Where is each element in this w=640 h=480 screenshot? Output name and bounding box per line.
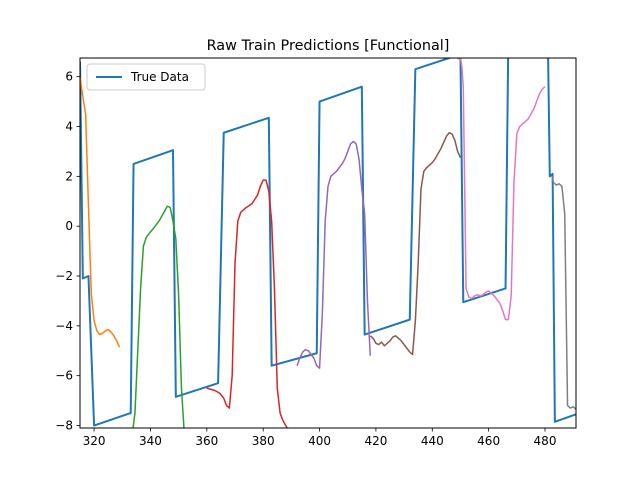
x-tick-label: 460: [477, 434, 500, 448]
x-tick-label: 400: [308, 434, 331, 448]
x-tick-label: 320: [83, 434, 106, 448]
plot-frame: [79, 57, 577, 429]
prediction-3-line: [206, 179, 289, 428]
y-axis: −8 −6 −4 −2 0 2 4 6: [55, 70, 80, 433]
true-data-line: [80, 58, 576, 427]
series-layer: [80, 58, 576, 428]
y-tick-label: −4: [55, 319, 73, 333]
y-tick-label: −2: [55, 269, 73, 283]
y-tick-label: 4: [65, 120, 73, 134]
y-tick-label: 2: [65, 169, 73, 183]
y-tick-label: −6: [55, 369, 73, 383]
prediction-5-line: [369, 132, 462, 356]
prediction-6-line: [457, 58, 546, 321]
y-tick-label: 6: [65, 70, 73, 84]
legend-box: [86, 63, 206, 91]
legend: True Data: [86, 63, 206, 91]
x-tick-label: 340: [139, 434, 162, 448]
x-tick-label: 360: [195, 434, 218, 448]
prediction-4-line: [296, 140, 372, 369]
legend-label: True Data: [130, 70, 189, 84]
x-tick-label: 440: [421, 434, 444, 448]
plot-area: [80, 58, 576, 428]
prediction-2-line: [132, 205, 185, 428]
x-tick-label: 380: [252, 434, 275, 448]
x-axis: 320 340 360 380 400 420 440 460 480: [83, 428, 557, 448]
y-tick-label: 0: [65, 219, 73, 233]
y-tick-label: −8: [55, 419, 73, 433]
prediction-1-line: [80, 76, 121, 348]
chart-title: Raw Train Predictions [Functional]: [207, 38, 450, 54]
x-tick-label: 480: [534, 434, 557, 448]
x-tick-label: 420: [364, 434, 387, 448]
prediction-7-line: [551, 176, 576, 410]
